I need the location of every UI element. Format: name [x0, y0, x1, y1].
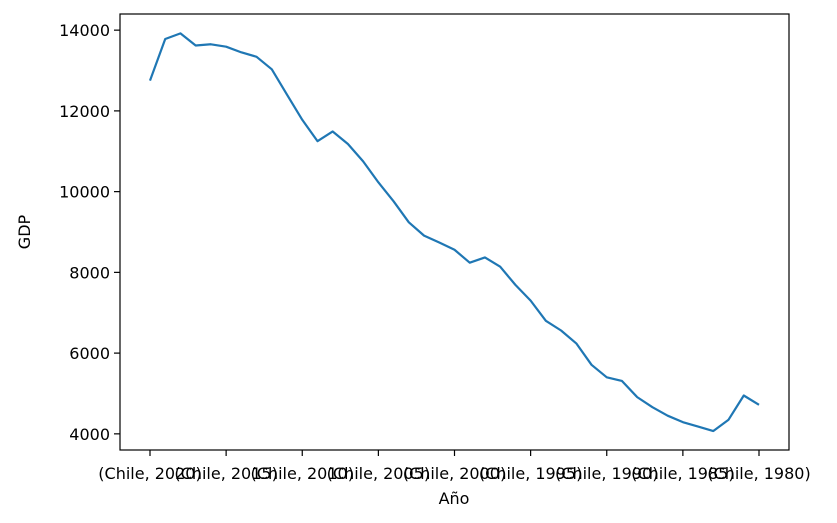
- x-tick-label: (Chile, 2000): [403, 464, 506, 483]
- y-axis-label: GDP: [15, 214, 34, 249]
- x-tick-label: (Chile, 1985): [631, 464, 734, 483]
- x-axis-label: Año: [439, 489, 470, 508]
- y-tick-label: 8000: [69, 263, 110, 282]
- y-tick-label: 14000: [59, 21, 110, 40]
- x-tick-label: (Chile, 2010): [251, 464, 354, 483]
- y-tick-label: 4000: [69, 425, 110, 444]
- y-tick-label: 6000: [69, 344, 110, 363]
- y-axis-ticks: 4000 6000 8000 10000 12000 14000: [59, 21, 120, 444]
- x-tick-label: (Chile, 2020): [98, 464, 201, 483]
- plot-area-frame: [119, 13, 790, 451]
- x-axis-ticks: (Chile, 2020)(Chile, 2015)(Chile, 2010)(…: [98, 450, 811, 483]
- x-tick-label: (Chile, 1980): [707, 464, 810, 483]
- y-tick-label: 12000: [59, 102, 110, 121]
- x-tick-label: (Chile, 1995): [479, 464, 582, 483]
- x-tick-label: (Chile, 1990): [555, 464, 658, 483]
- y-tick-label: 10000: [59, 183, 110, 202]
- gdp-series-line: [148, 32, 760, 433]
- x-tick-label: (Chile, 2005): [327, 464, 430, 483]
- x-tick-label: (Chile, 2015): [174, 464, 277, 483]
